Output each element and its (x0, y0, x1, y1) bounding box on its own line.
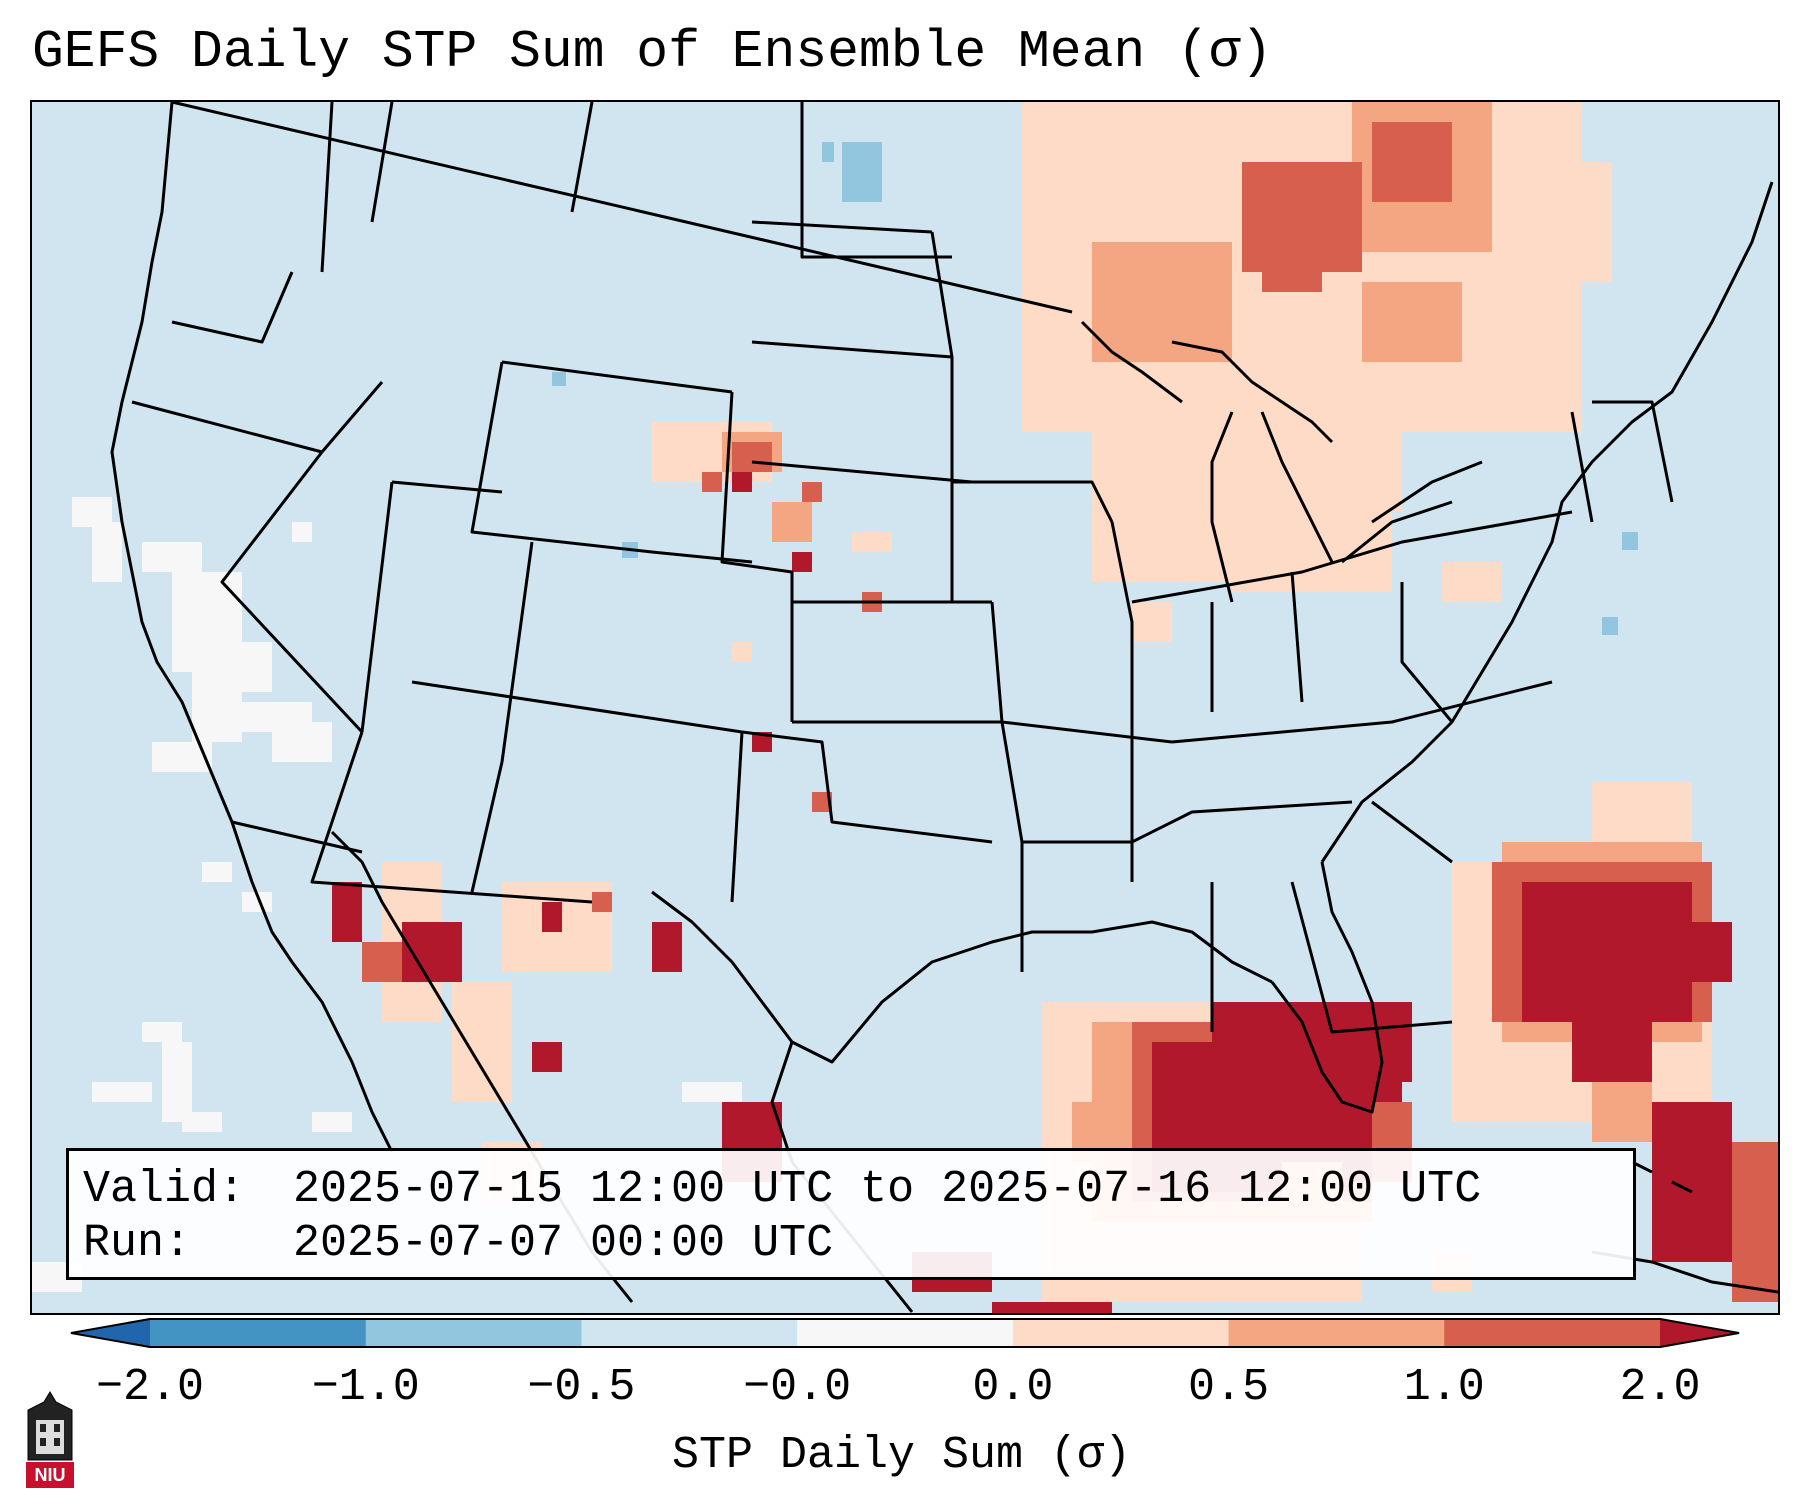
run-value: 2025-07-07 00:00 UTC (293, 1218, 834, 1269)
colorbar (70, 1318, 1740, 1348)
colorbar-extend-high (1660, 1318, 1740, 1348)
colorbar-graphic (70, 1318, 1740, 1348)
colorbar-bin (1012, 1318, 1230, 1348)
niu-logo-text: NIU (34, 1465, 66, 1485)
colorbar-bin (1228, 1318, 1445, 1348)
boundary-lines (110, 102, 1774, 1313)
colorbar-bin (581, 1318, 798, 1348)
valid-row: Valid: 2025-07-15 12:00 UTC to 2025-07-1… (83, 1163, 1619, 1217)
niu-logo-graphic (26, 1391, 74, 1488)
colorbar-tick-label: 2.0 (1619, 1362, 1701, 1413)
colorbar-bin (365, 1318, 582, 1348)
colorbar-tick-label: 0.0 (972, 1362, 1054, 1413)
colorbar-tick-label: −0.5 (527, 1362, 636, 1413)
great-lakes-anomaly (1022, 102, 1612, 642)
niu-logo: NIU (22, 1390, 78, 1490)
colorbar-bin (150, 1318, 367, 1348)
colorbar-label: STP Daily Sum (σ) (671, 1430, 1132, 1481)
colorbar-extend-low (70, 1318, 150, 1348)
atlantic-anomaly (1452, 782, 1778, 1302)
colorbar-tick-label: −2.0 (95, 1362, 205, 1413)
valid-label: Valid: (83, 1164, 246, 1215)
northern-plains-anomaly (652, 422, 892, 812)
colorbar-bin (797, 1318, 1014, 1348)
map-panel (30, 100, 1780, 1315)
stp-map (32, 102, 1778, 1313)
pacific-neutral-region (32, 497, 742, 1292)
colorbar-tick-label: 1.0 (1403, 1362, 1485, 1413)
run-label: Run: (83, 1218, 192, 1269)
colorbar-bin (1444, 1318, 1661, 1348)
negative-anomaly-dots (552, 142, 1638, 635)
run-row: Run: 2025-07-07 00:00 UTC (83, 1217, 1619, 1271)
colorbar-tick-label: 0.5 (1188, 1362, 1270, 1413)
valid-value: 2025-07-15 12:00 UTC to 2025-07-16 12:00… (293, 1164, 1482, 1215)
chart-title: GEFS Daily STP Sum of Ensemble Mean (σ) (32, 22, 1273, 82)
colorbar-tick-label: −0.0 (743, 1362, 852, 1413)
colorbar-tick-label: −1.0 (311, 1362, 420, 1413)
colorbar-ticks: −2.0 −1.0 −0.5 −0.0 0.0 0.5 1.0 2.0 (0, 1362, 1803, 1422)
valid-run-info-box: Valid: 2025-07-15 12:00 UTC to 2025-07-1… (66, 1148, 1636, 1280)
